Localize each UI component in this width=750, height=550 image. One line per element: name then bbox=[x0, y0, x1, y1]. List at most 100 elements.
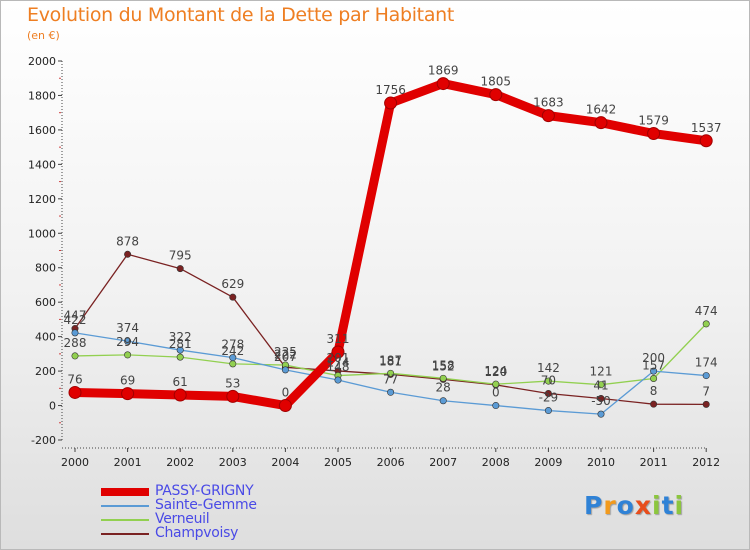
data-point bbox=[229, 354, 237, 362]
x-tick-label: 2009 bbox=[534, 456, 562, 469]
legend-label: Verneuil bbox=[155, 511, 210, 527]
data-point bbox=[384, 96, 398, 110]
x-tick-label: 2011 bbox=[640, 456, 668, 469]
data-point bbox=[650, 374, 658, 382]
y-tick-label: 1800 bbox=[28, 89, 56, 102]
data-label: 278 bbox=[221, 338, 244, 352]
x-tick-label: 2007 bbox=[429, 456, 457, 469]
data-point bbox=[226, 389, 240, 403]
data-point bbox=[278, 399, 292, 413]
y-tick-label: 1200 bbox=[28, 193, 56, 206]
data-label: 152 bbox=[432, 359, 455, 373]
x-tick-label: 2000 bbox=[61, 456, 89, 469]
series-points bbox=[68, 77, 713, 418]
logo-letter: t bbox=[661, 491, 675, 520]
data-point bbox=[176, 346, 184, 354]
data-label: -50 bbox=[591, 394, 611, 408]
data-label: 207 bbox=[274, 350, 297, 364]
data-label: 1579 bbox=[638, 114, 669, 128]
data-label: 222 bbox=[274, 347, 297, 361]
data-label: 629 bbox=[221, 277, 244, 291]
legend-label: Champvoisy bbox=[155, 525, 239, 541]
data-label: 288 bbox=[64, 336, 87, 350]
data-label: 28 bbox=[436, 381, 451, 395]
data-point bbox=[121, 387, 135, 401]
data-label: 322 bbox=[169, 330, 192, 344]
data-point bbox=[387, 388, 395, 396]
data-point bbox=[229, 360, 237, 368]
legend-swatch bbox=[101, 533, 149, 535]
x-tick-label: 2012 bbox=[692, 456, 720, 469]
data-label: 53 bbox=[225, 376, 240, 390]
data-label: 158 bbox=[432, 358, 455, 372]
x-tick-label: 2004 bbox=[271, 456, 299, 469]
data-label: 69 bbox=[120, 374, 135, 388]
y-tick-label: 200 bbox=[35, 365, 56, 378]
data-point bbox=[492, 380, 500, 388]
x-tick-label: 2006 bbox=[377, 456, 405, 469]
proxiti-logo: Proxiti bbox=[584, 491, 684, 520]
legend-swatch bbox=[101, 519, 149, 521]
data-label: 201 bbox=[327, 351, 350, 365]
data-point bbox=[387, 369, 395, 377]
legend-label: PASSY-GRIGNY bbox=[155, 483, 254, 499]
y-tick-label: 1600 bbox=[28, 124, 56, 137]
data-label: 8 bbox=[650, 384, 658, 398]
legend-swatch bbox=[101, 488, 149, 496]
data-label: 187 bbox=[379, 353, 402, 367]
data-label: 795 bbox=[169, 249, 192, 263]
data-label: 120 bbox=[484, 365, 507, 379]
y-tick-label: -200 bbox=[31, 434, 56, 447]
data-label: 1537 bbox=[691, 121, 722, 135]
data-point bbox=[702, 372, 710, 380]
data-point bbox=[124, 250, 132, 258]
x-tick-label: 2008 bbox=[482, 456, 510, 469]
data-label: 121 bbox=[590, 365, 613, 379]
data-label: 76 bbox=[67, 372, 82, 386]
data-point bbox=[647, 127, 661, 141]
data-point bbox=[699, 134, 713, 148]
data-point bbox=[597, 394, 605, 402]
y-tick-label: 400 bbox=[35, 331, 56, 344]
data-point bbox=[439, 374, 447, 382]
data-point bbox=[541, 109, 555, 123]
data-label: 157 bbox=[642, 358, 665, 372]
data-point bbox=[492, 402, 500, 410]
data-point bbox=[702, 320, 710, 328]
data-point bbox=[229, 293, 237, 301]
data-point bbox=[544, 377, 552, 385]
logo-letter: i bbox=[674, 491, 685, 520]
logo-letter: r bbox=[603, 491, 617, 520]
data-point bbox=[124, 351, 132, 359]
data-point bbox=[331, 345, 345, 359]
data-point bbox=[124, 337, 132, 345]
data-label: 1683 bbox=[533, 96, 564, 110]
data-point bbox=[71, 329, 79, 337]
x-tick-label: 2010 bbox=[587, 456, 615, 469]
data-label: 235 bbox=[274, 345, 297, 359]
data-point bbox=[176, 265, 184, 273]
logo-letter: x bbox=[634, 491, 652, 520]
logo-letter: i bbox=[652, 491, 662, 520]
data-label: 174 bbox=[327, 356, 350, 370]
legend-label: Sainte-Gemme bbox=[155, 497, 257, 513]
data-label: 1805 bbox=[481, 75, 512, 89]
data-label: 422 bbox=[64, 313, 87, 327]
data-label: 1756 bbox=[375, 83, 406, 97]
x-tick-label: 2001 bbox=[114, 456, 142, 469]
x-tick-label: 2003 bbox=[219, 456, 247, 469]
data-label: 124 bbox=[484, 364, 507, 378]
data-label: 200 bbox=[642, 351, 665, 365]
data-label: 447 bbox=[64, 309, 87, 323]
data-point bbox=[544, 389, 552, 397]
y-tick-label: 600 bbox=[35, 296, 56, 309]
data-label: 61 bbox=[173, 375, 188, 389]
data-point bbox=[71, 352, 79, 360]
logo-letter: P bbox=[584, 491, 604, 520]
data-point bbox=[544, 407, 552, 415]
data-label: 1869 bbox=[428, 64, 459, 78]
data-label: 0 bbox=[282, 386, 290, 400]
axes: -200020040060080010001200140016001800200… bbox=[28, 55, 720, 469]
